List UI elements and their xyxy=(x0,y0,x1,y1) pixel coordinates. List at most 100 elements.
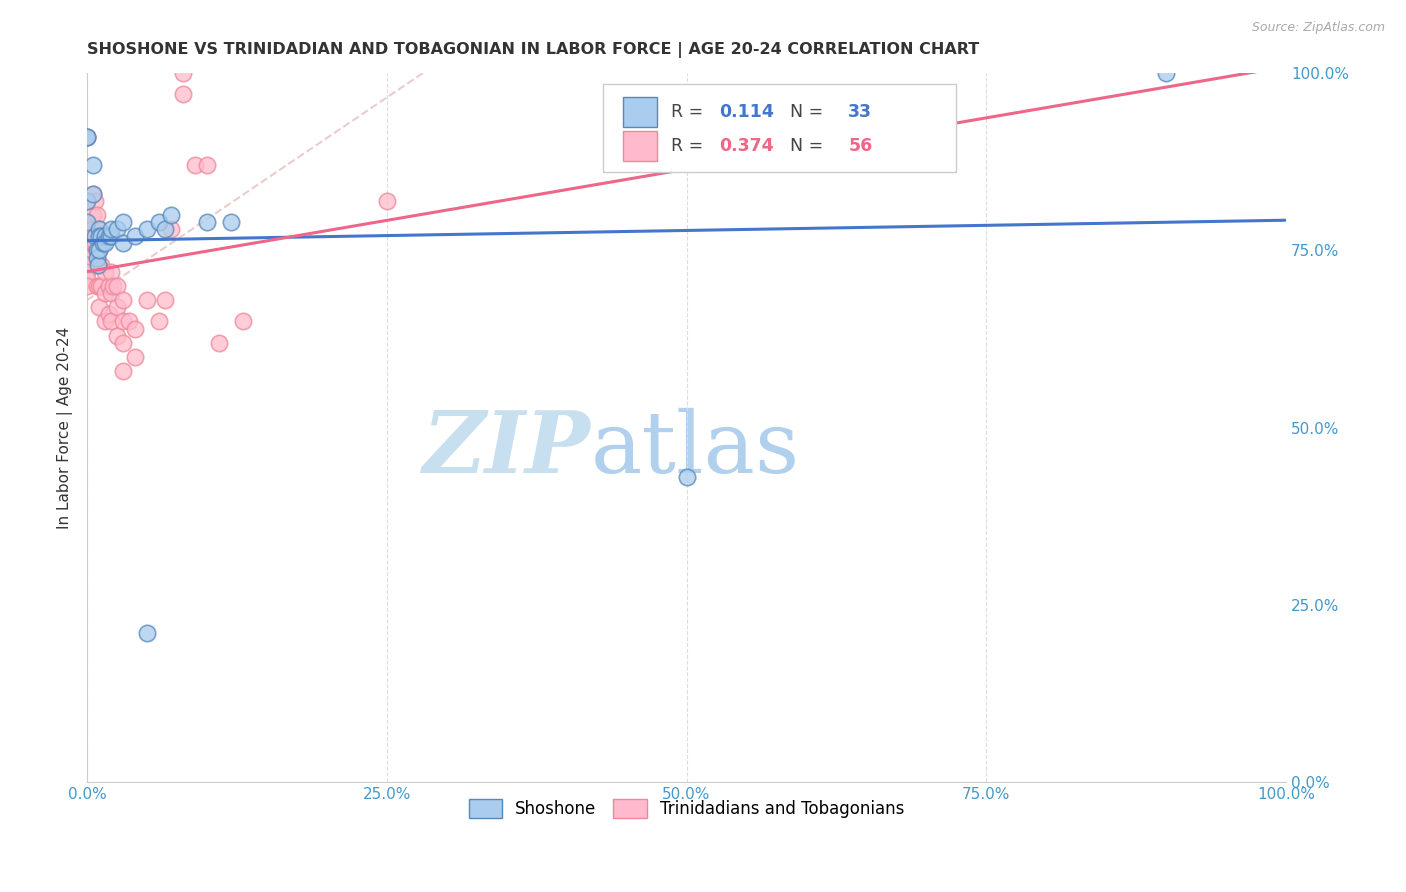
Point xyxy=(112,314,135,328)
Point xyxy=(112,236,135,251)
Point xyxy=(124,350,146,364)
Point xyxy=(82,222,104,236)
Point xyxy=(82,186,104,201)
Point xyxy=(84,229,107,244)
Point xyxy=(76,258,98,272)
Point xyxy=(86,244,108,258)
Point xyxy=(76,194,98,208)
Text: atlas: atlas xyxy=(591,408,800,491)
Point xyxy=(87,258,110,272)
Point xyxy=(232,314,254,328)
Point xyxy=(76,130,98,145)
Point xyxy=(97,279,120,293)
Text: 0.374: 0.374 xyxy=(718,137,773,155)
Point xyxy=(172,87,194,102)
Point xyxy=(87,300,110,314)
Y-axis label: In Labor Force | Age 20-24: In Labor Force | Age 20-24 xyxy=(58,326,73,529)
Point xyxy=(87,244,110,258)
Point xyxy=(112,364,135,378)
Point xyxy=(136,626,159,640)
Point xyxy=(160,208,183,222)
Legend: Shoshone, Trinidadians and Tobagonians: Shoshone, Trinidadians and Tobagonians xyxy=(463,792,911,825)
Point xyxy=(87,222,110,236)
Text: 0.114: 0.114 xyxy=(718,103,773,120)
Point xyxy=(208,335,231,350)
Point xyxy=(87,222,110,236)
Point xyxy=(76,279,98,293)
Point xyxy=(82,208,104,222)
Point xyxy=(124,321,146,335)
Point xyxy=(103,279,125,293)
Point xyxy=(82,236,104,251)
Point xyxy=(148,215,170,229)
FancyBboxPatch shape xyxy=(623,97,657,127)
Text: N =: N = xyxy=(779,137,828,155)
Point xyxy=(84,236,107,251)
Point xyxy=(94,236,117,251)
Point xyxy=(90,258,112,272)
Point xyxy=(76,251,98,265)
Point xyxy=(86,279,108,293)
Point xyxy=(76,130,98,145)
Text: R =: R = xyxy=(671,103,709,120)
Point xyxy=(105,328,128,343)
Text: 56: 56 xyxy=(848,137,873,155)
Point xyxy=(219,215,242,229)
Text: Source: ZipAtlas.com: Source: ZipAtlas.com xyxy=(1251,21,1385,34)
Point xyxy=(153,293,176,307)
Point xyxy=(100,229,122,244)
Point xyxy=(82,186,104,201)
Point xyxy=(105,279,128,293)
Point xyxy=(112,293,135,307)
Point xyxy=(105,300,128,314)
Point xyxy=(184,158,207,172)
Point xyxy=(76,215,98,229)
Point xyxy=(86,244,108,258)
Text: SHOSHONE VS TRINIDADIAN AND TOBAGONIAN IN LABOR FORCE | AGE 20-24 CORRELATION CH: SHOSHONE VS TRINIDADIAN AND TOBAGONIAN I… xyxy=(87,42,980,58)
Text: N =: N = xyxy=(779,103,828,120)
Point xyxy=(153,222,176,236)
Text: R =: R = xyxy=(671,137,709,155)
Point xyxy=(76,222,98,236)
Point xyxy=(90,229,112,244)
Point xyxy=(675,470,697,484)
Point xyxy=(90,279,112,293)
Point xyxy=(118,314,141,328)
Point xyxy=(100,286,122,301)
Point xyxy=(148,314,170,328)
Point xyxy=(76,130,98,145)
Point xyxy=(76,244,98,258)
Point xyxy=(87,244,110,258)
Point xyxy=(86,208,108,222)
Point xyxy=(112,335,135,350)
Point xyxy=(94,286,117,301)
Point xyxy=(97,229,120,244)
Point xyxy=(100,314,122,328)
Text: ZIP: ZIP xyxy=(423,408,591,491)
Point xyxy=(82,158,104,172)
Point xyxy=(94,314,117,328)
Point xyxy=(84,194,107,208)
Point xyxy=(86,251,108,265)
Point xyxy=(76,265,98,279)
Point xyxy=(100,222,122,236)
Text: 33: 33 xyxy=(848,103,872,120)
Point xyxy=(94,229,117,244)
Point xyxy=(76,236,98,251)
Point xyxy=(94,265,117,279)
Point xyxy=(160,222,183,236)
Point xyxy=(87,279,110,293)
Point xyxy=(100,265,122,279)
Point xyxy=(136,293,159,307)
Point xyxy=(195,215,218,229)
Point xyxy=(172,66,194,80)
Point xyxy=(87,258,110,272)
Point xyxy=(195,158,218,172)
Point xyxy=(87,229,110,244)
Point xyxy=(112,215,135,229)
Point xyxy=(124,229,146,244)
Point xyxy=(375,194,398,208)
FancyBboxPatch shape xyxy=(623,131,657,161)
Point xyxy=(76,272,98,286)
Point xyxy=(1154,66,1177,80)
